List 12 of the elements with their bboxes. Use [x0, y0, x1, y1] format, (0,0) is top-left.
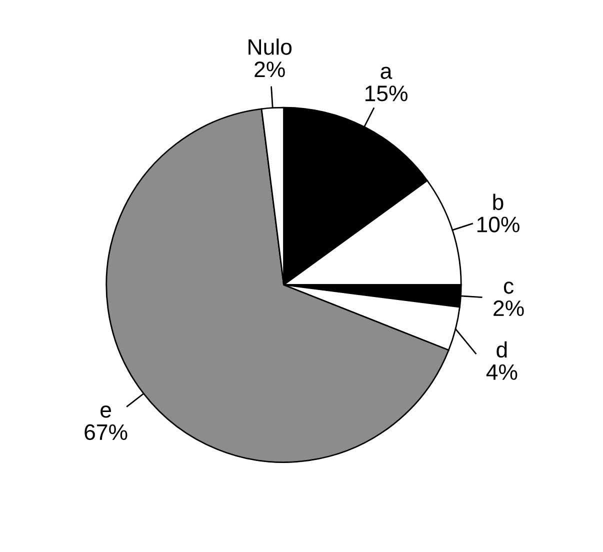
slice-label: c — [504, 282, 514, 294]
slice-label: b — [493, 194, 504, 210]
data-label: 15% — [365, 86, 408, 102]
slice-label: e — [100, 406, 111, 418]
data-label: 2% — [254, 61, 285, 78]
data-label: 4% — [486, 364, 518, 380]
slice-label: Nulo — [248, 38, 292, 55]
data-label: 10% — [477, 216, 520, 232]
slice-label: d — [496, 341, 507, 358]
data-label: 67% — [84, 424, 128, 440]
data-label: 2% — [494, 300, 524, 316]
slice-label: a — [380, 66, 392, 79]
